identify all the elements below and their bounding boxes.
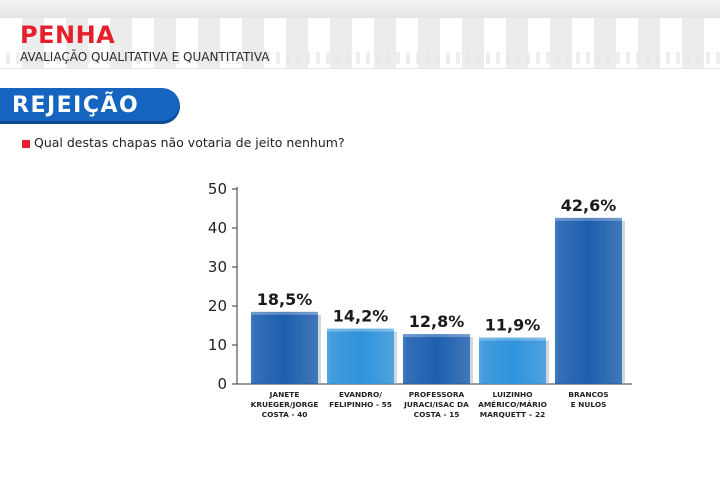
survey-question: Qual destas chapas não votaria de jeito …: [34, 135, 345, 150]
bar-value-label: 12,8%: [409, 312, 465, 331]
bar-value-label: 11,9%: [485, 316, 541, 335]
bar: [479, 337, 546, 384]
y-tick-label: 10: [208, 336, 227, 354]
bar-value-label: 18,5%: [257, 290, 313, 309]
category-label: MARQUETT – 22: [480, 410, 545, 419]
y-tick-label: 0: [217, 375, 227, 393]
category-label: E NULOS: [571, 400, 607, 409]
y-tick-label: 40: [208, 219, 227, 237]
bar-highlight: [251, 311, 318, 315]
report-subtitle: AVALIAÇÃO QUALITATIVA E QUANTITATIVA: [20, 50, 270, 64]
header-pattern: [0, 52, 720, 64]
bar: [555, 217, 622, 384]
category-label: COSTA - 40: [262, 410, 308, 419]
header-top-strip: [0, 0, 720, 18]
category-label: JURACI/ISAC DA: [403, 400, 469, 409]
bar-value-label: 42,6%: [561, 196, 617, 215]
bar-highlight: [555, 217, 622, 221]
section-banner: REJEIÇÃO: [0, 88, 180, 124]
bar-value-label: 14,2%: [333, 307, 389, 326]
bar-highlight: [327, 328, 394, 332]
bar: [403, 334, 470, 384]
category-label: BRANCOS: [568, 390, 608, 399]
category-label: LUIZINHO: [493, 390, 533, 399]
category-label: EVANDRO/: [339, 390, 382, 399]
city-title: PENHA: [20, 21, 116, 49]
bar-highlight: [403, 334, 470, 338]
bar-highlight: [479, 337, 546, 341]
y-tick-label: 20: [208, 297, 227, 315]
category-label: FELIPINHO - 55: [329, 400, 392, 409]
category-label: AMÉRICO/MÁRIO: [478, 400, 547, 409]
section-title: REJEIÇÃO: [12, 93, 140, 118]
y-tick-label: 30: [208, 258, 227, 276]
category-label: KRUEGER/JORGE: [251, 400, 319, 409]
header-band: PENHA AVALIAÇÃO QUALITATIVA E QUANTITATI…: [0, 0, 720, 69]
category-label: PROFESSORA: [409, 390, 465, 399]
category-label: COSTA - 15: [414, 410, 460, 419]
category-label: JANETE: [269, 390, 300, 399]
bar: [251, 311, 318, 384]
question-bullet-icon: [22, 140, 30, 148]
y-tick-label: 50: [208, 180, 227, 198]
bar: [327, 328, 394, 384]
